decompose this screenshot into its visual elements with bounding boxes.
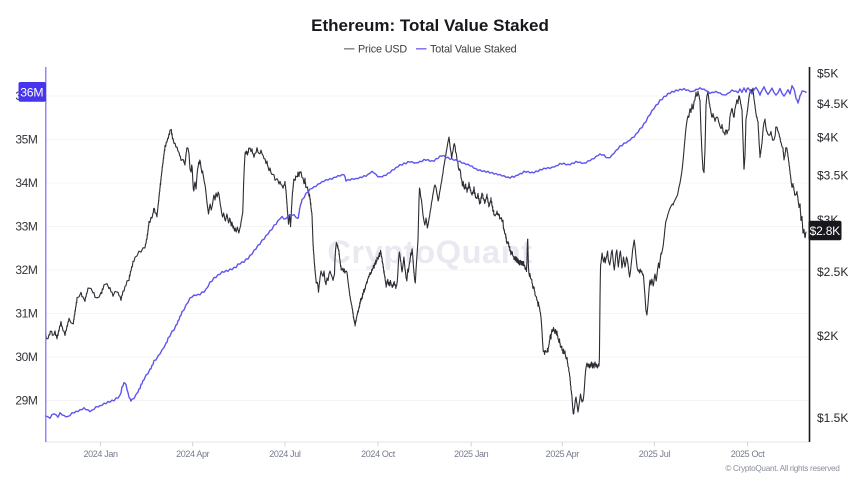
svg-text:2024 Jan: 2024 Jan	[83, 449, 118, 459]
svg-text:Price USD: Price USD	[358, 44, 407, 56]
svg-text:2025 Apr: 2025 Apr	[546, 449, 580, 459]
svg-text:Ethereum: Total Value Staked: Ethereum: Total Value Staked	[311, 16, 549, 35]
svg-text:$4.5K: $4.5K	[817, 97, 848, 111]
svg-text:29M: 29M	[15, 394, 38, 408]
svg-text:Total Value Staked: Total Value Staked	[430, 44, 517, 56]
svg-text:2024 Jul: 2024 Jul	[269, 449, 301, 459]
svg-text:36M: 36M	[20, 85, 43, 99]
svg-text:© CryptoQuant. All rights rese: © CryptoQuant. All rights reserved	[725, 464, 840, 473]
svg-text:30M: 30M	[15, 350, 38, 364]
svg-text:2025 Oct: 2025 Oct	[731, 449, 766, 459]
svg-text:$4K: $4K	[817, 131, 838, 145]
svg-text:$2.5K: $2.5K	[817, 265, 848, 279]
svg-text:$2K: $2K	[817, 329, 838, 343]
svg-text:CryptoQuant: CryptoQuant	[327, 234, 532, 270]
svg-text:31M: 31M	[15, 307, 38, 321]
svg-text:2024 Apr: 2024 Apr	[176, 449, 210, 459]
svg-text:32M: 32M	[15, 263, 38, 277]
svg-text:2025 Jul: 2025 Jul	[639, 449, 671, 459]
svg-text:33M: 33M	[15, 220, 38, 234]
svg-text:$2.8K: $2.8K	[810, 224, 841, 238]
svg-text:35M: 35M	[15, 133, 38, 147]
svg-text:$3.5K: $3.5K	[817, 169, 848, 183]
svg-text:$5K: $5K	[817, 67, 838, 81]
svg-text:2024 Oct: 2024 Oct	[361, 449, 396, 459]
svg-text:2025 Jan: 2025 Jan	[454, 449, 489, 459]
svg-text:$1.5K: $1.5K	[817, 411, 848, 425]
svg-text:34M: 34M	[15, 176, 38, 190]
